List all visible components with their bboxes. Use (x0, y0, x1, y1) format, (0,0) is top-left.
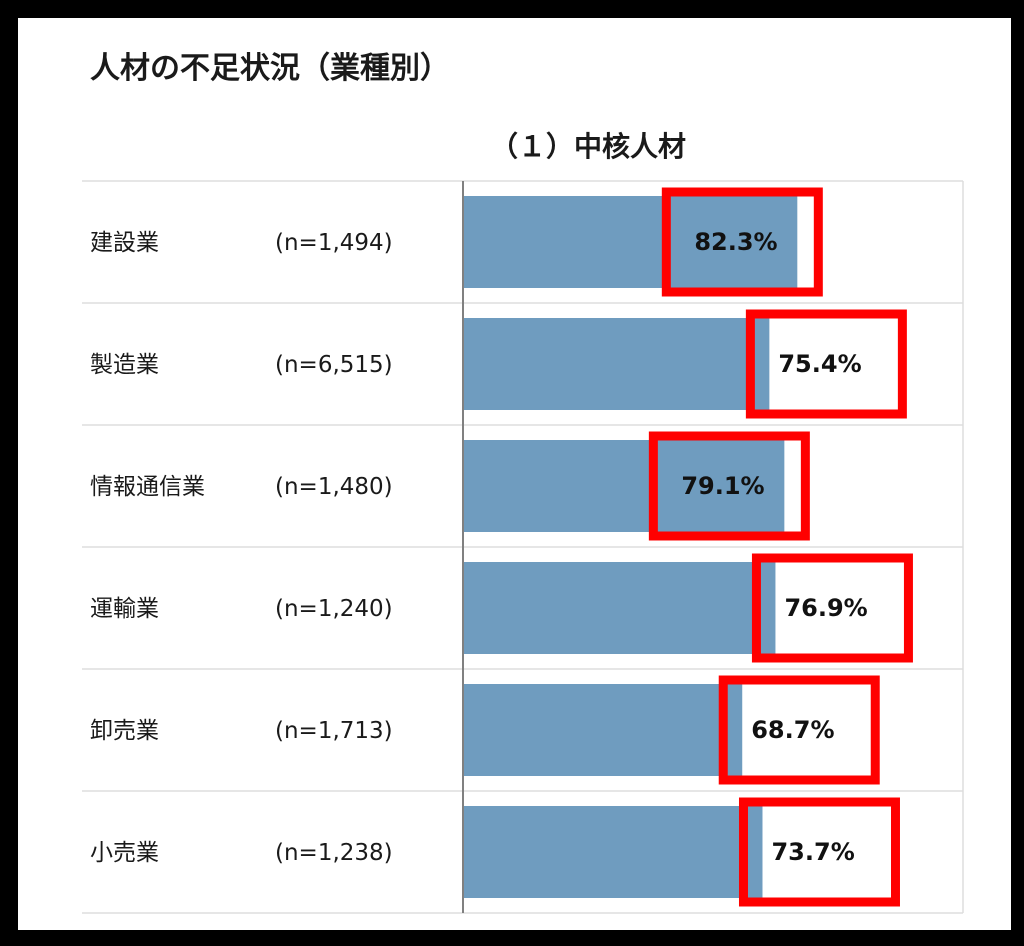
chart-rows: 建設業 (n=1,494) 82.3% 製造業 (n=6,515) 75.4% 情報通信業 (… (82, 180, 964, 914)
sample-size-label: (n=6,515) (275, 352, 393, 378)
value-label: 76.9% (784, 594, 867, 622)
category-label: 情報通信業 (90, 474, 205, 500)
highlight-box (745, 309, 907, 419)
category-label: 運輸業 (90, 596, 159, 622)
bar (464, 562, 776, 654)
bar (464, 440, 785, 532)
highlight-box (718, 675, 880, 785)
chart-canvas: 人材の不足状況（業種別） （１）中核人材 建設業 (n=1,494) 82.3% 製造… (82, 51, 964, 914)
chart-frame: 人材の不足状況（業種別） （１）中核人材 建設業 (n=1,494) 82.3% 製造… (10, 10, 1019, 938)
highlight-box (751, 553, 913, 663)
value-label: 68.7% (751, 716, 834, 744)
bar (464, 318, 770, 410)
category-label: 製造業 (90, 352, 159, 378)
sample-size-label: (n=1,480) (275, 474, 393, 500)
value-label: 79.1% (681, 472, 764, 500)
sample-size-label: (n=1,494) (275, 230, 393, 256)
sample-size-label: (n=1,240) (275, 596, 393, 622)
category-label: 卸売業 (90, 718, 159, 744)
category-label: 小売業 (90, 840, 159, 866)
page-title: 人材の不足状況（業種別） (90, 51, 450, 86)
bar (464, 684, 743, 776)
chart-title: （１）中核人材 (490, 130, 686, 163)
bar (464, 806, 763, 898)
value-label: 73.7% (771, 838, 854, 866)
highlight-box (661, 187, 823, 297)
highlight-box (738, 797, 900, 907)
sample-size-label: (n=1,238) (275, 840, 393, 866)
sample-size-label: (n=1,713) (275, 718, 393, 744)
value-label: 82.3% (694, 228, 777, 256)
bar (464, 196, 798, 288)
highlight-box (648, 431, 810, 541)
value-label: 75.4% (778, 350, 861, 378)
category-label: 建設業 (90, 230, 159, 256)
